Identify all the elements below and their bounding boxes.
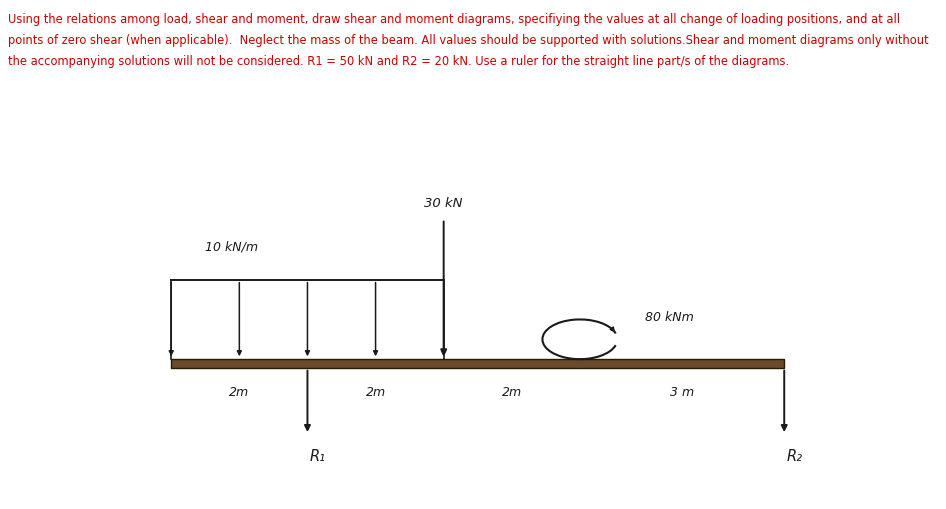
Text: 2m: 2m — [365, 386, 386, 399]
Text: 2m: 2m — [501, 386, 522, 399]
Text: the accompanying solutions will not be considered. R1 = 50 kN and R2 = 20 kN. Us: the accompanying solutions will not be c… — [8, 55, 789, 69]
Text: 3 m: 3 m — [670, 386, 694, 399]
Text: R₁: R₁ — [309, 448, 325, 464]
Bar — [171, 359, 784, 367]
Text: 10 kN/m: 10 kN/m — [204, 241, 257, 254]
Text: points of zero shear (when applicable).  Neglect the mass of the beam. All value: points of zero shear (when applicable). … — [8, 34, 928, 47]
Text: 2m: 2m — [229, 386, 250, 399]
Text: R₂: R₂ — [786, 448, 802, 464]
Text: 30 kN: 30 kN — [425, 196, 463, 210]
Text: 80 kNm: 80 kNm — [644, 311, 693, 324]
Text: Using the relations among load, shear and moment, draw shear and moment diagrams: Using the relations among load, shear an… — [8, 13, 900, 26]
